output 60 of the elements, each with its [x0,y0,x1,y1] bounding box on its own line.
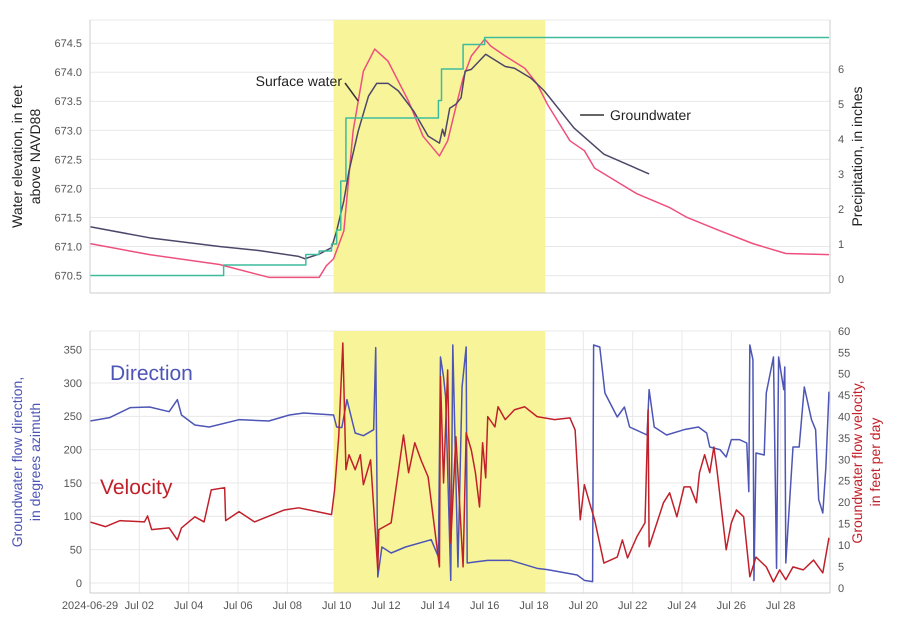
y-tick-label: 50 [70,544,82,557]
x-tick-label: Jul 26 [716,600,746,612]
y2-axis-title: Precipitation, in inches [849,86,865,227]
x-tick-label: Jul 08 [272,600,302,612]
y2-tick-label: 30 [838,454,850,466]
x-tick-label: Jul 10 [322,600,352,612]
x-tick-label: Jul 06 [223,600,253,612]
y2-tick-label: 4 [838,134,844,146]
y-tick-label: 673.5 [54,96,82,108]
x-tick-label: Jul 16 [470,600,500,612]
y-axis-title: Groundwater flow direction, in degrees azimuth [9,376,43,548]
y2-tick-label: 35 [838,432,850,445]
y-tick-label: 200 [64,444,82,457]
x-tick-label: Jul 04 [174,600,204,612]
series-label: Surface water [256,73,342,89]
x-tick-label: Jul 18 [519,600,549,612]
x-tick-label: 2024-06-29 [62,600,118,612]
y2-tick-label: 15 [838,518,850,531]
y2-tick-label: 1 [838,238,844,251]
y-tick-label: 0 [76,578,82,590]
y2-tick-label: 50 [838,368,850,381]
series-label: Groundwater [610,107,692,123]
y-tick-label: 100 [64,511,82,524]
y-tick-label: 671.0 [54,241,82,254]
y-tick-label: 674.5 [54,38,82,50]
y2-tick-label: 55 [838,347,850,360]
y-axis-title: Water elevation, in feet above NAVD88 [9,85,43,228]
y2-tick-label: 25 [838,476,850,488]
y2-tick-label: 40 [838,412,850,424]
y2-tick-label: 10 [838,540,850,552]
x-tick-label: Jul 02 [124,600,154,612]
y-tick-label: 300 [64,378,82,390]
y2-tick-label: 20 [838,497,850,510]
x-tick-label: Jul 24 [667,600,697,612]
y-tick-label: 671.5 [54,212,82,224]
y-tick-label: 672.5 [54,154,82,166]
y2-tick-label: 6 [838,64,844,76]
y-tick-label: 672.0 [54,183,82,196]
y-tick-label: 673.0 [54,125,82,138]
x-tick-label: Jul 22 [618,600,648,612]
x-tick-label: Jul 12 [371,600,401,612]
y2-tick-label: 45 [838,390,850,402]
y2-tick-label: 0 [838,582,844,595]
series-label: Direction [110,362,193,385]
y2-axis-title: Groundwater flow velocity, in feet per day [849,380,883,544]
y2-tick-label: 5 [838,561,844,574]
y-tick-label: 670.5 [54,270,82,282]
y-tick-label: 250 [64,411,82,424]
x-tick-label: Jul 28 [766,600,796,612]
y-tick-label: 674.0 [54,67,82,80]
y2-tick-label: 5 [838,98,844,111]
x-tick-label: Jul 20 [568,600,598,612]
y-tick-label: 150 [64,478,82,490]
y2-tick-label: 60 [838,326,850,338]
series-label: Velocity [100,476,173,499]
y2-tick-label: 0 [838,274,844,286]
y2-tick-label: 2 [838,204,844,216]
x-tick-label: Jul 14 [420,600,450,612]
y-tick-label: 350 [64,344,82,357]
y2-tick-label: 3 [838,168,844,181]
